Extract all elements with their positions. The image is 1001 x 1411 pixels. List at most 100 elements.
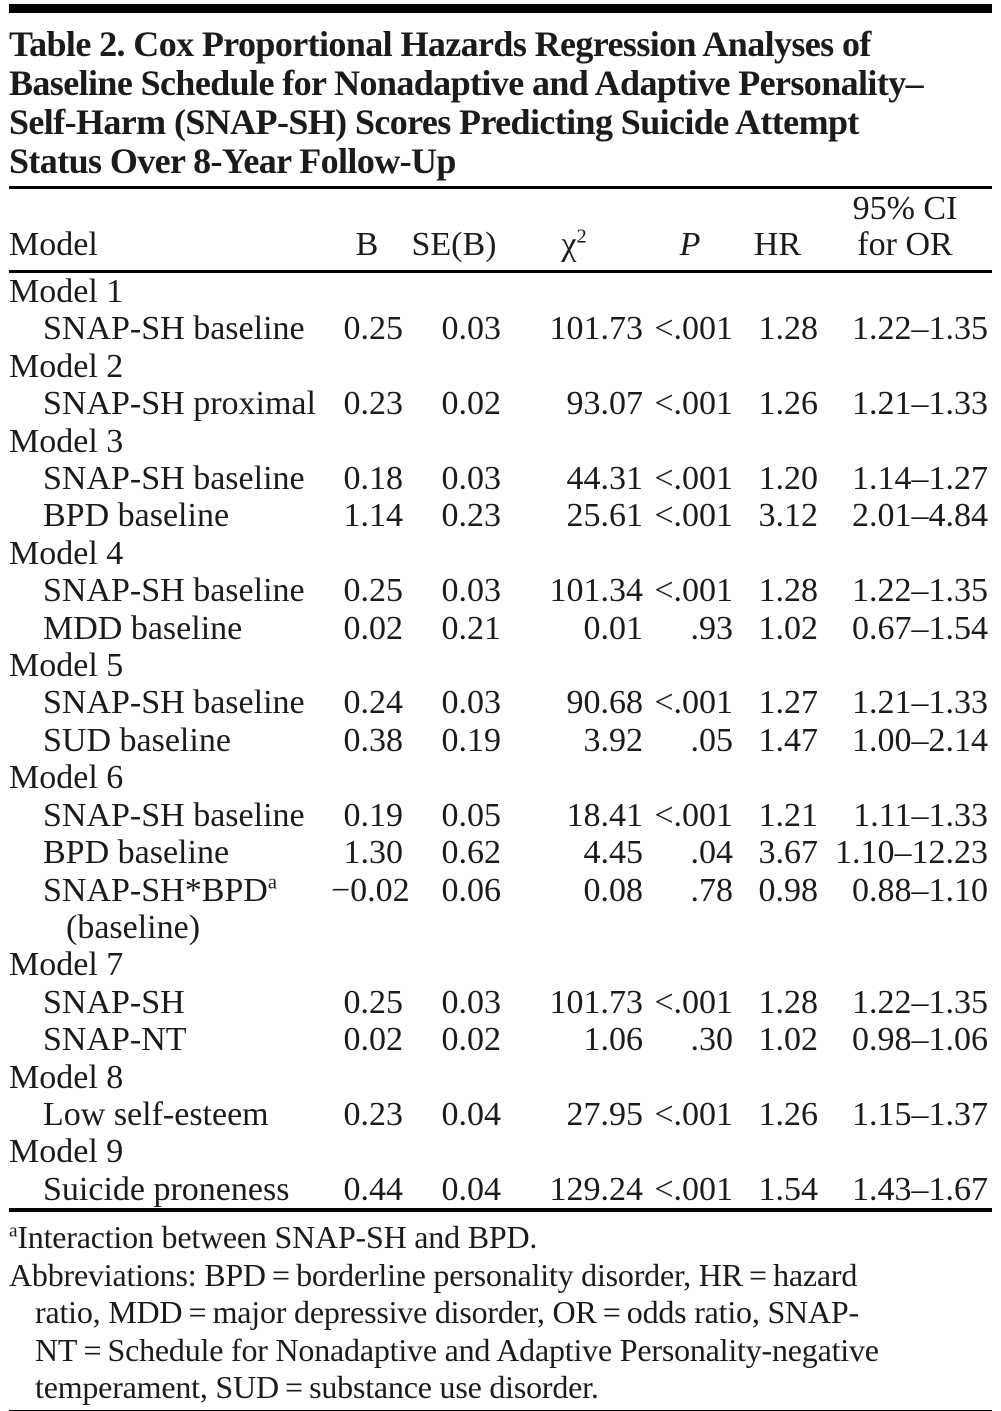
- value-hr: 1.28: [758, 572, 819, 610]
- predictor-row: Low self-esteem 0.23 0.04 27.95 <.001 1.26 1.1…: [9, 1096, 992, 1133]
- predictor-label-line1: SNAP-SH baseline: [43, 310, 327, 347]
- predictor-label: SNAP-SH baseline: [43, 684, 305, 722]
- value-ci: 1.22–1.35: [852, 572, 988, 610]
- predictor-label: Suicide proneness: [43, 1170, 290, 1208]
- value-ci: 2.01–4.84: [852, 497, 988, 535]
- value-chi-sq: 0.01: [583, 609, 644, 647]
- top-rule: [9, 4, 992, 13]
- column-header-se-b: SE(B): [407, 189, 505, 273]
- predictor-label: SNAP-SH baseline: [43, 460, 305, 498]
- model-group-label: Model 1: [9, 273, 124, 310]
- value-b: 0.19: [343, 796, 404, 834]
- model-group-row: Model 3: [9, 423, 992, 460]
- value-b: 0.44: [343, 1170, 404, 1208]
- predictor-label-line1: MDD baseline: [43, 610, 327, 647]
- predictor-label-line2: (baseline): [66, 908, 201, 946]
- footnote: aInteraction between SNAP-SH and BPD.: [9, 1219, 992, 1257]
- value-p: <.001: [654, 497, 733, 535]
- column-header-label: SE(B): [411, 226, 497, 263]
- value-b: 0.23: [343, 385, 404, 423]
- value-p: <.001: [654, 385, 733, 423]
- model-group-label: Model 7: [9, 946, 124, 984]
- model-group-row: Model 2: [9, 348, 992, 385]
- value-hr: 1.28: [758, 310, 819, 348]
- value-p: .30: [690, 1021, 734, 1059]
- value-p: .78: [690, 871, 734, 909]
- model-group-row: Model 9: [9, 1133, 992, 1170]
- value-se-b: 0.02: [441, 1021, 502, 1059]
- predictor-label-line1: SNAP-SH proximal: [43, 385, 327, 422]
- column-header-superscript: 2: [576, 225, 587, 248]
- predictor-row: BPD baseline 1.14 0.23 25.61 <.001 3.12 2.01–4…: [9, 497, 992, 534]
- predictor-label-cell: SNAP-SH proximal: [9, 385, 331, 422]
- value-ci: 1.15–1.37: [852, 1095, 988, 1133]
- value-hr: 1.21: [758, 796, 819, 834]
- predictor-row: SNAP-SH*BPDa (baseline) −0.02 0.06 0.08.78 0.…: [9, 872, 992, 947]
- model-group-label: Model 5: [9, 647, 124, 685]
- model-group-row: Model 6: [9, 759, 992, 796]
- footnote-text: NT = Schedule for Nonadaptive and Adapti…: [35, 1331, 879, 1368]
- footnote-text: temperament, SUD = substance use disorde…: [35, 1369, 599, 1406]
- value-chi-sq: 101.34: [549, 572, 644, 610]
- value-hr: 1.54: [758, 1170, 819, 1208]
- value-b: −0.02: [331, 871, 410, 909]
- predictor-label: SNAP-SH proximal: [43, 385, 316, 423]
- title-line: Self-Harm (SNAP-SH) Scores Predicting Su…: [9, 102, 859, 142]
- model-group-label: Model 2: [9, 347, 124, 385]
- column-header-model: Model: [9, 189, 331, 273]
- value-b: 1.30: [343, 834, 404, 872]
- value-ci: 0.88–1.10: [852, 871, 988, 909]
- column-header-hr: HR: [737, 189, 822, 273]
- model-group-label: Model 9: [9, 1133, 124, 1171]
- value-se-b: 0.03: [441, 310, 502, 348]
- value-p: <.001: [654, 460, 733, 498]
- value-b: 0.02: [343, 609, 404, 647]
- predictor-label-cell: MDD baseline: [9, 610, 331, 647]
- predictor-label-line1: BPD baseline: [43, 834, 327, 871]
- predictor-label: SUD baseline: [43, 721, 231, 759]
- value-se-b: 0.23: [441, 497, 502, 535]
- predictor-label: SNAP-SH: [43, 983, 185, 1021]
- predictor-label-line1: Low self-esteem: [43, 1096, 327, 1133]
- value-b: 0.25: [343, 310, 404, 348]
- value-b: 0.25: [343, 572, 404, 610]
- table-title: Table 2. Cox Proportional Hazards Regres…: [9, 25, 992, 181]
- value-b: 0.23: [343, 1095, 404, 1133]
- footnote-marker: a: [9, 1220, 18, 1242]
- column-header-chi-sq: χ2: [505, 189, 647, 273]
- predictor-label-line1: SNAP-NT: [43, 1021, 327, 1058]
- predictor-row: SNAP-NT 0.02 0.02 1.06 .30 1.02 0.98–1.06: [9, 1021, 992, 1058]
- value-p: <.001: [654, 796, 733, 834]
- value-hr: 1.47: [758, 721, 819, 759]
- value-se-b: 0.03: [441, 460, 502, 498]
- footnote-line: Abbreviations: BPD = borderline personal…: [9, 1257, 992, 1295]
- value-chi-sq: 101.73: [549, 310, 644, 348]
- predictor-label: SNAP-SH baseline: [43, 796, 305, 834]
- column-header-label: B: [355, 226, 379, 263]
- column-header-ci: 95% CI for OR: [822, 189, 992, 273]
- predictor-row: SNAP-SH baseline 0.24 0.03 90.68 <.001 1.27 1.…: [9, 684, 992, 721]
- column-header-label-line2: for OR: [857, 226, 953, 263]
- value-se-b: 0.03: [441, 983, 502, 1021]
- value-hr: 1.20: [758, 460, 819, 498]
- value-se-b: 0.03: [441, 684, 502, 722]
- predictor-row: Suicide proneness 0.44 0.04 129.24 <.001 1.54…: [9, 1171, 992, 1210]
- value-p: <.001: [654, 1095, 733, 1133]
- predictor-label: MDD baseline: [43, 609, 243, 647]
- model-group-row: Model 7: [9, 946, 992, 983]
- predictor-label-cell: SNAP-SH baseline: [9, 684, 331, 721]
- header-row: Model B SE(B) χ2 P HR 95% CI for OR: [9, 189, 992, 273]
- value-se-b: 0.06: [441, 871, 502, 909]
- value-hr: 1.26: [758, 385, 819, 423]
- predictor-label-cell: Low self-esteem: [9, 1096, 331, 1133]
- predictor-label-cell: SUD baseline: [9, 722, 331, 759]
- value-hr: 1.02: [758, 1021, 819, 1059]
- value-p: .05: [690, 721, 734, 759]
- value-b: 1.14: [343, 497, 404, 535]
- predictor-label-line1: SNAP-SH baseline: [43, 572, 327, 609]
- column-header-label: P: [679, 226, 701, 263]
- value-ci: 1.22–1.35: [852, 310, 988, 348]
- predictor-row: SNAP-SH baseline 0.25 0.03 101.34 <.001 1.28 1…: [9, 572, 992, 609]
- predictor-label: SNAP-SH baseline: [43, 310, 305, 348]
